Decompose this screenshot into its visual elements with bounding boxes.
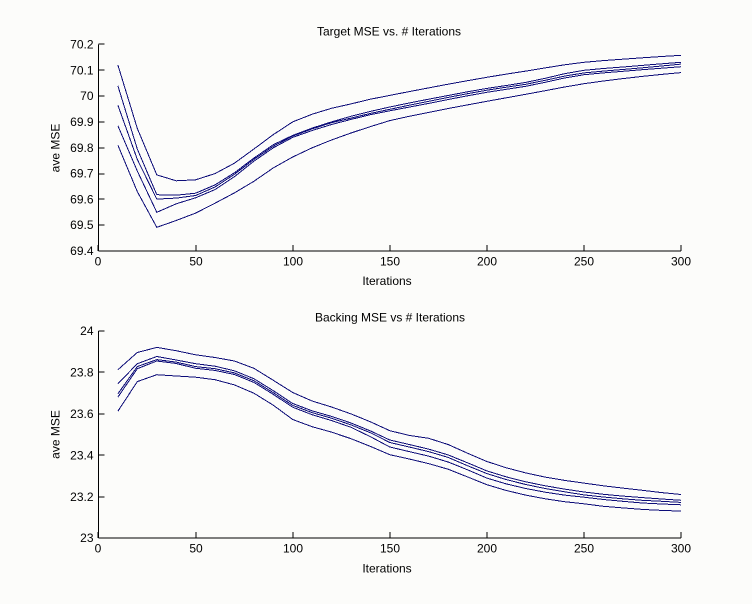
svg-text:23.4: 23.4 bbox=[70, 448, 94, 462]
svg-text:ave MSE: ave MSE bbox=[49, 124, 63, 173]
svg-text:50: 50 bbox=[189, 542, 203, 556]
svg-text:69.5: 69.5 bbox=[70, 218, 94, 232]
svg-text:69.6: 69.6 bbox=[70, 192, 94, 206]
svg-text:69.8: 69.8 bbox=[70, 141, 94, 155]
svg-text:200: 200 bbox=[477, 542, 497, 556]
svg-text:23.2: 23.2 bbox=[70, 490, 94, 504]
svg-text:0: 0 bbox=[95, 542, 102, 556]
svg-text:70.1: 70.1 bbox=[70, 63, 94, 77]
svg-text:0: 0 bbox=[95, 255, 102, 269]
svg-text:100: 100 bbox=[283, 542, 303, 556]
svg-text:250: 250 bbox=[574, 542, 594, 556]
svg-text:Target MSE vs. # Iterations: Target MSE vs. # Iterations bbox=[317, 25, 461, 39]
svg-text:24: 24 bbox=[80, 324, 94, 338]
svg-text:Iterations: Iterations bbox=[362, 562, 411, 576]
svg-text:250: 250 bbox=[574, 255, 594, 269]
svg-text:Iterations: Iterations bbox=[362, 274, 411, 288]
svg-text:70.2: 70.2 bbox=[70, 38, 94, 52]
svg-text:200: 200 bbox=[477, 255, 497, 269]
svg-text:23.6: 23.6 bbox=[70, 407, 94, 421]
svg-text:300: 300 bbox=[671, 255, 691, 269]
svg-text:100: 100 bbox=[283, 255, 303, 269]
svg-text:69.9: 69.9 bbox=[70, 115, 94, 129]
svg-text:70: 70 bbox=[80, 89, 94, 103]
svg-text:Backing MSE vs # Iterations: Backing MSE vs # Iterations bbox=[315, 311, 465, 325]
svg-text:50: 50 bbox=[189, 255, 203, 269]
svg-text:23: 23 bbox=[80, 531, 94, 545]
svg-text:300: 300 bbox=[671, 542, 691, 556]
svg-text:69.7: 69.7 bbox=[70, 167, 94, 181]
svg-text:69.4: 69.4 bbox=[70, 244, 94, 258]
svg-text:150: 150 bbox=[380, 255, 400, 269]
svg-text:150: 150 bbox=[380, 542, 400, 556]
svg-text:23.8: 23.8 bbox=[70, 365, 94, 379]
svg-text:ave MSE: ave MSE bbox=[49, 410, 63, 459]
